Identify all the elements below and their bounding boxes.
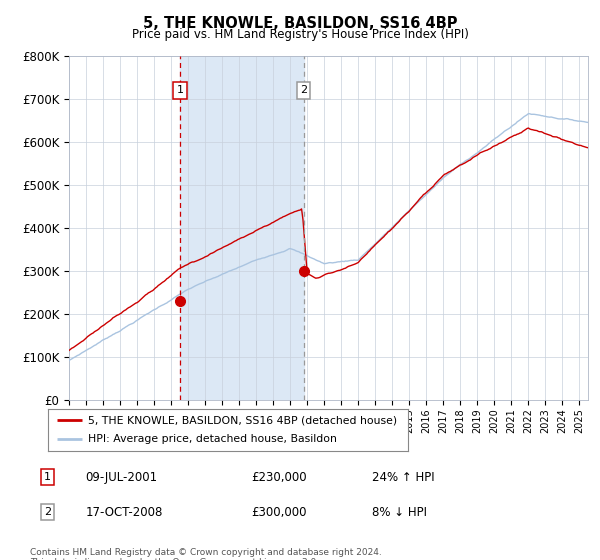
Text: £230,000: £230,000: [251, 471, 307, 484]
Text: £300,000: £300,000: [251, 506, 307, 519]
Text: 1: 1: [44, 472, 51, 482]
Text: 24% ↑ HPI: 24% ↑ HPI: [372, 471, 435, 484]
Text: 2: 2: [44, 507, 51, 517]
Text: 09-JUL-2001: 09-JUL-2001: [85, 471, 157, 484]
Text: 5, THE KNOWLE, BASILDON, SS16 4BP: 5, THE KNOWLE, BASILDON, SS16 4BP: [143, 16, 457, 31]
Text: 5, THE KNOWLE, BASILDON, SS16 4BP (detached house): 5, THE KNOWLE, BASILDON, SS16 4BP (detac…: [88, 415, 397, 425]
Text: 2: 2: [300, 86, 307, 95]
Text: 1: 1: [176, 86, 184, 95]
Text: Contains HM Land Registry data © Crown copyright and database right 2024.
This d: Contains HM Land Registry data © Crown c…: [30, 548, 382, 560]
Bar: [180, 56, 304, 400]
Text: 8% ↓ HPI: 8% ↓ HPI: [372, 506, 427, 519]
Text: HPI: Average price, detached house, Basildon: HPI: Average price, detached house, Basi…: [88, 435, 337, 445]
Text: 17-OCT-2008: 17-OCT-2008: [85, 506, 163, 519]
Text: Price paid vs. HM Land Registry's House Price Index (HPI): Price paid vs. HM Land Registry's House …: [131, 28, 469, 41]
